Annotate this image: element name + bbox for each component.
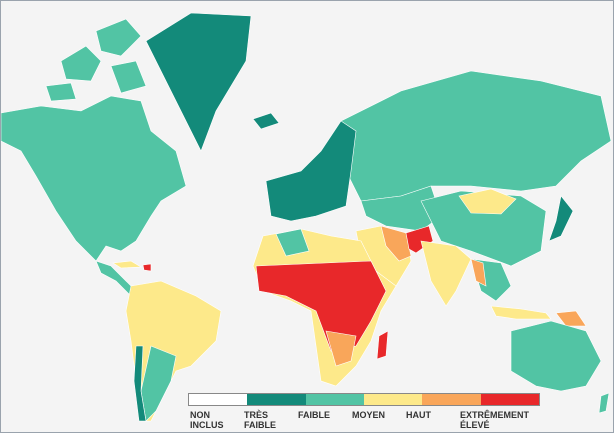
legend-label: TRÈS FAIBLE [244,410,277,430]
legend-swatch [422,394,481,405]
iceland [252,112,280,130]
legend-labels: NON INCLUS TRÈS FAIBLE FAIBLE MOYEN HAUT EXTR… [188,410,540,430]
haiti [142,263,152,272]
legend-swatch [305,394,364,405]
legend-swatches [188,393,540,406]
legend-swatch [247,394,306,405]
myanmar [470,258,487,287]
mongolia [458,188,517,215]
legend-label: EXTRÊMEMENT ÉLEVÉ [460,410,530,430]
arctic-islands [45,18,147,102]
japan [548,195,574,242]
india [420,240,472,307]
chile [133,345,147,422]
north-africa [275,228,310,257]
legend-swatch [363,394,423,405]
madagascar [376,330,389,360]
legend-label: FAIBLE [298,410,331,420]
legend-label: HAUT [406,410,431,420]
greenland [145,12,252,152]
europe [265,120,357,222]
north-america [1,95,187,262]
new-zealand [598,392,610,414]
legend-label: MOYEN [352,410,386,420]
southern-africa [325,330,357,367]
papua [555,310,587,327]
cuba [112,260,143,269]
russia [340,70,612,202]
legend-swatch [189,394,248,405]
iran [380,225,412,262]
legend-label: NON INCLUS [190,410,224,430]
indonesia [490,305,552,320]
central-asia [360,185,442,232]
legend: NON INCLUS TRÈS FAIBLE FAIBLE MOYEN HAUT EXTR… [188,393,540,430]
australia [510,320,602,392]
legend-swatch [480,394,539,405]
